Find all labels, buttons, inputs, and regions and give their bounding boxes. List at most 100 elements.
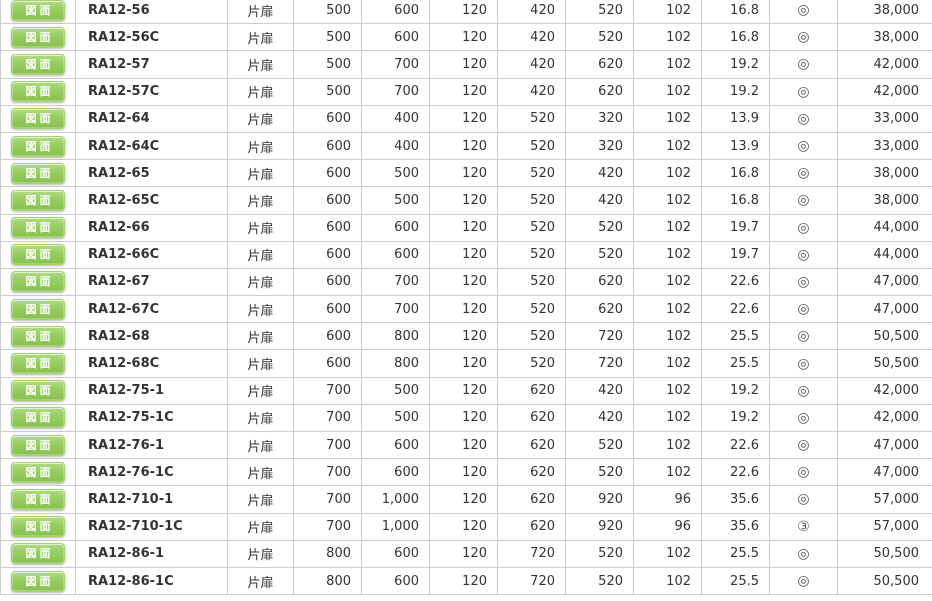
availability-symbol: ◎: [769, 295, 838, 324]
dimension-value: 102: [633, 539, 702, 568]
dimension-value: 102: [633, 295, 702, 324]
availability-symbol: ◎: [769, 131, 838, 161]
drawing-button[interactable]: 図面: [11, 434, 65, 456]
drawing-button[interactable]: 図面: [11, 217, 65, 239]
dimension-value: 720: [565, 349, 634, 378]
drawing-button-label: 図面: [25, 574, 54, 588]
availability-symbol: ◎: [769, 104, 838, 133]
drawing-button[interactable]: 図面: [11, 516, 65, 538]
table-row: 図面 RA12-56 片扉 500 600 120 420 520 102 16…: [0, 0, 932, 25]
door-type: 片扉: [227, 566, 294, 596]
drawing-button[interactable]: 図面: [11, 81, 65, 103]
drawing-button-cell: 図面: [0, 131, 76, 161]
dimension-value: 520: [565, 23, 634, 52]
dimension-value: 620: [497, 458, 566, 487]
price-value: 38,000: [837, 23, 932, 52]
drawing-button[interactable]: 図面: [11, 298, 65, 320]
drawing-button-label: 図面: [25, 329, 54, 343]
drawing-button-label: 図面: [25, 357, 54, 371]
dimension-value: 120: [429, 50, 498, 79]
dimension-value: 700: [293, 485, 362, 514]
price-value: 38,000: [837, 186, 932, 215]
dimension-value: 520: [497, 104, 566, 133]
drawing-button-cell: 図面: [0, 186, 76, 215]
dimension-value: 420: [565, 186, 634, 215]
dimension-value: 102: [633, 403, 702, 433]
dimension-value: 600: [361, 566, 430, 596]
dimension-value: 102: [633, 267, 702, 297]
drawing-button[interactable]: 図面: [11, 271, 65, 293]
dimension-value: 102: [633, 0, 702, 25]
drawing-button[interactable]: 図面: [11, 108, 65, 130]
drawing-button[interactable]: 図面: [11, 325, 65, 347]
dimension-value: 120: [429, 566, 498, 596]
availability-symbol: ◎: [769, 539, 838, 568]
door-type: 片扉: [227, 295, 294, 324]
door-type: 片扉: [227, 131, 294, 161]
dimension-value: 102: [633, 240, 702, 269]
dimension-value: 96: [633, 485, 702, 514]
drawing-button-label: 図面: [25, 384, 54, 398]
dimension-value: 102: [633, 349, 702, 378]
dimension-value: 600: [293, 159, 362, 188]
drawing-button-label: 図面: [25, 3, 54, 17]
drawing-button-label: 図面: [25, 248, 54, 262]
drawing-button[interactable]: 図面: [11, 53, 65, 75]
dimension-value: 620: [565, 295, 634, 324]
dimension-value: 520: [497, 267, 566, 297]
drawing-button[interactable]: 図面: [11, 162, 65, 184]
door-type: 片扉: [227, 485, 294, 514]
dimension-value: 520: [497, 213, 566, 242]
dimension-value: 620: [565, 267, 634, 297]
availability-symbol: ◎: [769, 50, 838, 79]
dimension-value: 120: [429, 485, 498, 514]
drawing-button[interactable]: 図面: [11, 407, 65, 429]
dimension-value: 500: [361, 403, 430, 433]
dimension-value: 19.2: [701, 50, 770, 79]
table-row: 図面 RA12-56C 片扉 500 600 120 420 520 102 1…: [0, 23, 932, 52]
drawing-button[interactable]: 図面: [11, 461, 65, 483]
dimension-value: 620: [497, 403, 566, 433]
door-type: 片扉: [227, 50, 294, 79]
price-value: 50,500: [837, 539, 932, 568]
drawing-button[interactable]: 図面: [11, 0, 65, 21]
model-code: RA12-67C: [75, 295, 228, 324]
drawing-button[interactable]: 図面: [11, 244, 65, 266]
drawing-button-cell: 図面: [0, 376, 76, 405]
dimension-value: 102: [633, 77, 702, 106]
drawing-button[interactable]: 図面: [11, 189, 65, 211]
drawing-button-cell: 図面: [0, 213, 76, 242]
price-value: 44,000: [837, 213, 932, 242]
table-row: 図面 RA12-65C 片扉 600 500 120 520 420 102 1…: [0, 186, 932, 215]
dimension-value: 120: [429, 186, 498, 215]
dimension-value: 420: [497, 50, 566, 79]
dimension-value: 620: [497, 485, 566, 514]
drawing-button[interactable]: 図面: [11, 26, 65, 48]
drawing-button-cell: 図面: [0, 566, 76, 596]
dimension-value: 600: [361, 0, 430, 25]
dimension-value: 800: [293, 566, 362, 596]
drawing-button-cell: 図面: [0, 539, 76, 568]
drawing-button-label: 図面: [25, 166, 54, 180]
drawing-button[interactable]: 図面: [11, 353, 65, 375]
dimension-value: 102: [633, 566, 702, 596]
drawing-button[interactable]: 図面: [11, 488, 65, 510]
drawing-button[interactable]: 図面: [11, 543, 65, 565]
table-row: 図面 RA12-76-1 片扉 700 600 120 620 520 102 …: [0, 430, 932, 460]
door-type: 片扉: [227, 104, 294, 133]
dimension-value: 520: [497, 349, 566, 378]
dimension-value: 500: [293, 50, 362, 79]
drawing-button[interactable]: 図面: [11, 570, 65, 592]
model-code: RA12-76-1C: [75, 458, 228, 487]
dimension-value: 400: [361, 104, 430, 133]
drawing-button-label: 図面: [25, 411, 54, 425]
dimension-value: 520: [565, 213, 634, 242]
door-type: 片扉: [227, 349, 294, 378]
dimension-value: 520: [497, 159, 566, 188]
drawing-button-cell: 図面: [0, 159, 76, 188]
table-row: 図面 RA12-67C 片扉 600 700 120 520 620 102 2…: [0, 295, 932, 324]
drawing-button[interactable]: 図面: [11, 380, 65, 402]
drawing-button[interactable]: 図面: [11, 135, 65, 157]
door-type: 片扉: [227, 186, 294, 215]
